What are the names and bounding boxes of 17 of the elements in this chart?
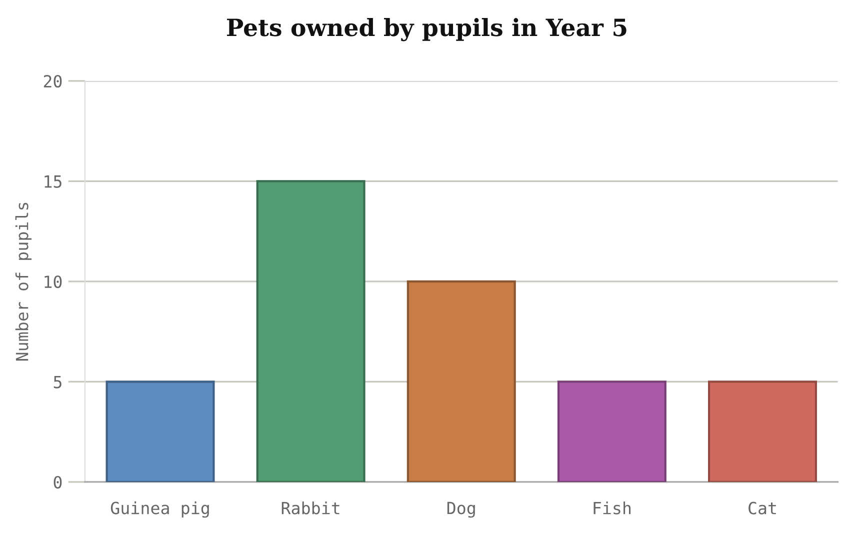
x-tick-label: Dog <box>447 502 475 518</box>
bar <box>406 280 516 482</box>
y-axis-title: Number of pupils <box>15 202 32 361</box>
x-tick-label: Guinea pig <box>110 501 209 518</box>
bar <box>557 380 666 482</box>
y-tick-label: 15 <box>44 175 62 188</box>
bar <box>106 380 215 482</box>
x-tick-label: Fish <box>594 502 631 514</box>
x-tick-label: Rabbit <box>282 502 340 514</box>
x-tick-label: Cat <box>748 502 776 514</box>
y-tick-label: 20 <box>44 74 62 88</box>
bar <box>256 180 366 482</box>
y-tick-label: 0 <box>54 476 62 489</box>
bar <box>708 380 817 482</box>
y-tick-label: 10 <box>44 275 62 288</box>
y-tick-label: 5 <box>54 376 62 388</box>
chart-title: Pets owned by pupils in Year 5 <box>227 18 626 42</box>
